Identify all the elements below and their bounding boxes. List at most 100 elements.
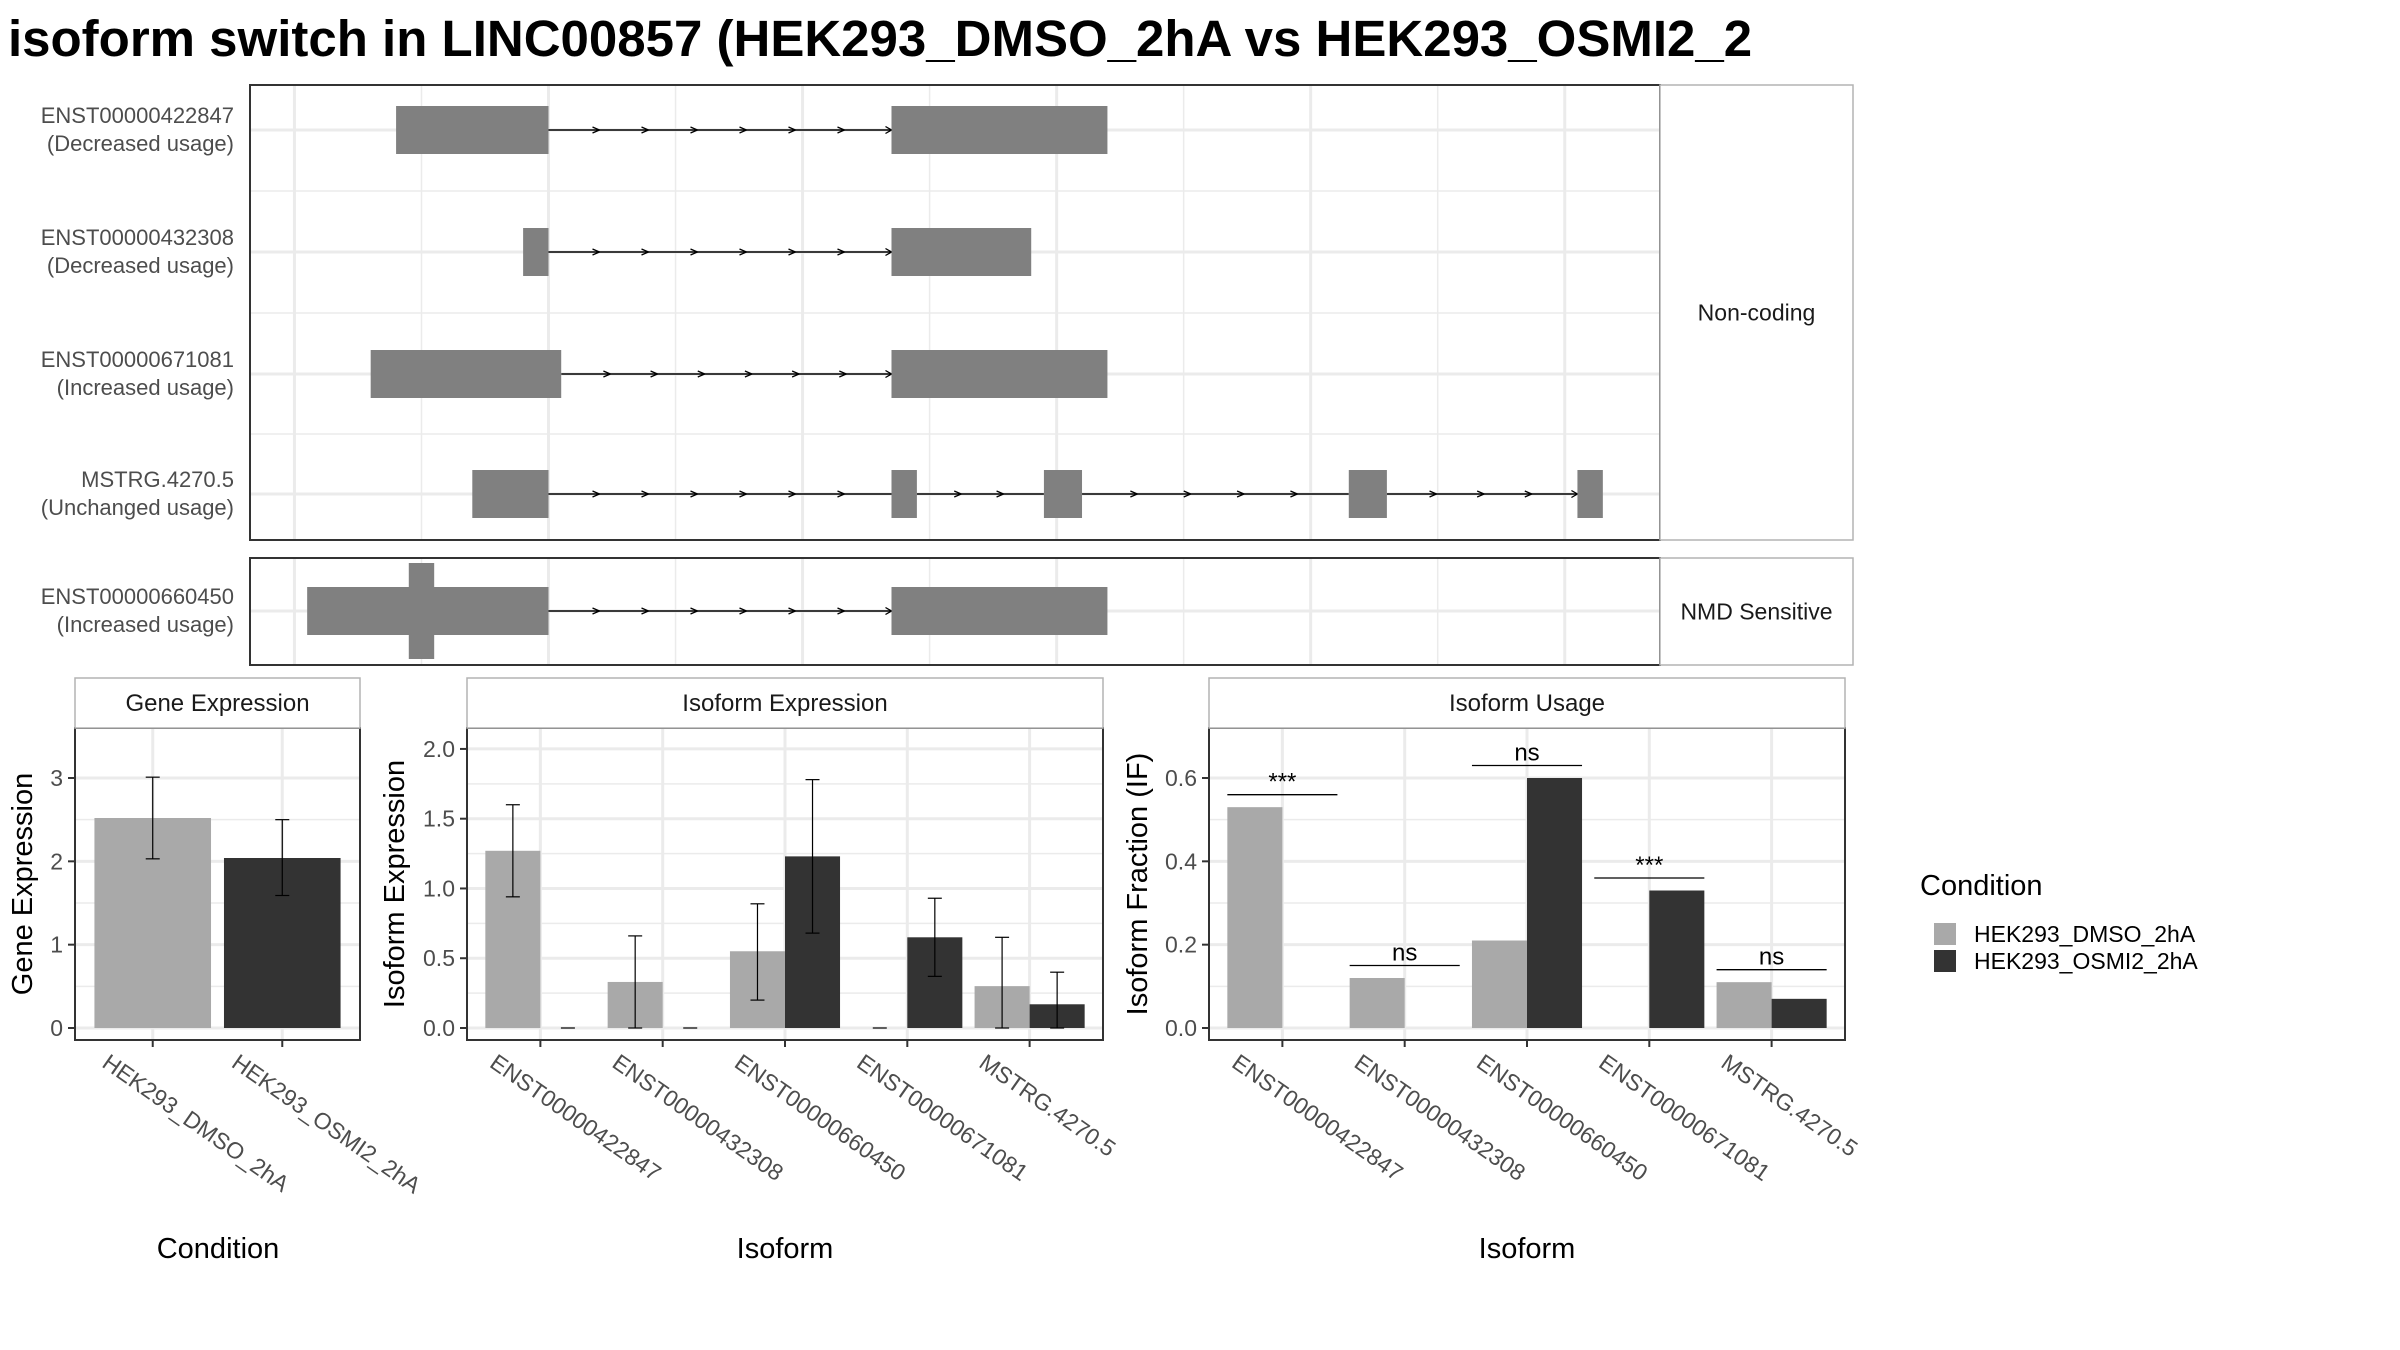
intron-arrow (953, 490, 963, 498)
bar (1527, 778, 1583, 1028)
exon (891, 228, 1032, 276)
facet-strip (1208, 677, 1846, 729)
intron-arrow (791, 370, 801, 378)
transcript-id-label: ENST00000660450 (41, 584, 234, 609)
transcript-id-label: ENST00000422847 (41, 103, 234, 128)
y-tick-label: 1.0 (423, 875, 455, 901)
intron-arrow (641, 126, 651, 134)
y-axis-title: Isoform Expression (379, 760, 411, 1008)
intron-arrow (1236, 490, 1246, 498)
facet-strip-label: NMD Sensitive (1680, 599, 1832, 625)
intron-arrow (788, 490, 798, 498)
x-axis-title: Isoform (1479, 1233, 1576, 1265)
bar (1227, 807, 1283, 1028)
y-tick-label: 3 (50, 765, 63, 791)
intron-arrow (592, 607, 602, 615)
y-tick-label: 0.6 (1165, 765, 1197, 791)
transcript-usage-label: (Decreased usage) (47, 253, 234, 278)
y-axis-title: Isoform Fraction (IF) (1122, 753, 1154, 1016)
x-axis-title: Isoform (737, 1233, 834, 1265)
intron-arrow (592, 126, 602, 134)
legend-item-label: HEK293_DMSO_2hA (1974, 921, 2196, 947)
intron-arrow (837, 126, 847, 134)
exon (1043, 470, 1083, 518)
intron-arrow (641, 607, 651, 615)
facet-strip-label: Non-coding (1698, 300, 1816, 326)
intron-arrow (1290, 490, 1300, 498)
transcript-usage-label: (Increased usage) (57, 375, 234, 400)
x-axis-title: Condition (157, 1233, 280, 1265)
intron-arrow (592, 490, 602, 498)
legend-key (1934, 923, 1956, 945)
legend: Condition HEK293_DMSO_2hAHEK293_OSMI2_2h… (1920, 870, 2198, 974)
exon (370, 350, 562, 398)
exon (891, 350, 1108, 398)
intron-arrow (739, 126, 749, 134)
intron-arrow (690, 126, 700, 134)
intron-arrow (650, 370, 660, 378)
facet-strip-label: Gene Expression (125, 690, 309, 717)
facet-strip (1659, 557, 1854, 666)
significance-label: *** (1635, 852, 1663, 879)
bar (1471, 940, 1527, 1028)
cds-exon (408, 563, 435, 659)
transcript-structure-plot: ENST00000422847 (Decreased usage) ENST0000… (41, 84, 1854, 666)
intron-arrow (739, 490, 749, 498)
intron-arrow (690, 490, 700, 498)
exon (891, 106, 1108, 154)
structure-facet: ENST00000422847 (Decreased usage) ENST0000… (41, 84, 1854, 541)
y-tick-label: 1 (50, 932, 63, 958)
bar (1771, 998, 1827, 1028)
intron-arrow (1183, 490, 1193, 498)
y-tick-label: 0.4 (1165, 848, 1197, 874)
transcript-id-label: ENST00000671081 (41, 347, 234, 372)
significance-label: ns (1514, 740, 1539, 767)
intron-arrow (837, 607, 847, 615)
intron-arrow (788, 126, 798, 134)
exon (891, 470, 917, 518)
y-tick-label: 2 (50, 848, 63, 874)
bar (1349, 978, 1405, 1028)
exon (396, 106, 549, 154)
transcript-usage-label: (Decreased usage) (47, 131, 234, 156)
legend-key (1934, 950, 1956, 972)
significance-label: ns (1392, 940, 1417, 967)
intron-arrow (1571, 489, 1579, 499)
y-tick-label: 0.0 (423, 1015, 455, 1041)
y-tick-label: 0.0 (1165, 1015, 1197, 1041)
bar (1649, 890, 1705, 1028)
intron-arrow (996, 490, 1006, 498)
y-tick-label: 0.2 (1165, 932, 1197, 958)
intron-arrow (1476, 490, 1486, 498)
bar (1716, 982, 1772, 1028)
y-tick-label: 0 (50, 1015, 63, 1041)
intron-arrow (788, 248, 798, 256)
transcript-usage-label: (Unchanged usage) (41, 495, 234, 520)
legend-item-label: HEK293_OSMI2_2hA (1974, 948, 2198, 974)
exon (472, 470, 549, 518)
structure-facet: ENST00000660450 (Increased usage) NMD Sens… (41, 557, 1854, 666)
intron-arrow (839, 370, 848, 378)
intron-arrow (690, 607, 700, 615)
significance-label: ns (1759, 944, 1784, 971)
transcript-usage-label: (Increased usage) (57, 612, 234, 637)
intron-arrow (837, 490, 847, 498)
intron-arrow (739, 248, 749, 256)
intron-arrow (1429, 490, 1439, 498)
facet-strip (74, 677, 361, 729)
exon (1348, 470, 1387, 518)
facet-strip (1659, 84, 1854, 541)
intron-arrow (739, 607, 749, 615)
intron-arrow (592, 248, 602, 256)
y-tick-label: 1.5 (423, 806, 455, 832)
intron-arrow (744, 370, 754, 378)
facet-strip-label: Isoform Expression (682, 690, 887, 717)
exon (891, 587, 1108, 635)
y-tick-label: 0.5 (423, 945, 455, 971)
transcript-id-label: ENST00000432308 (41, 225, 234, 250)
